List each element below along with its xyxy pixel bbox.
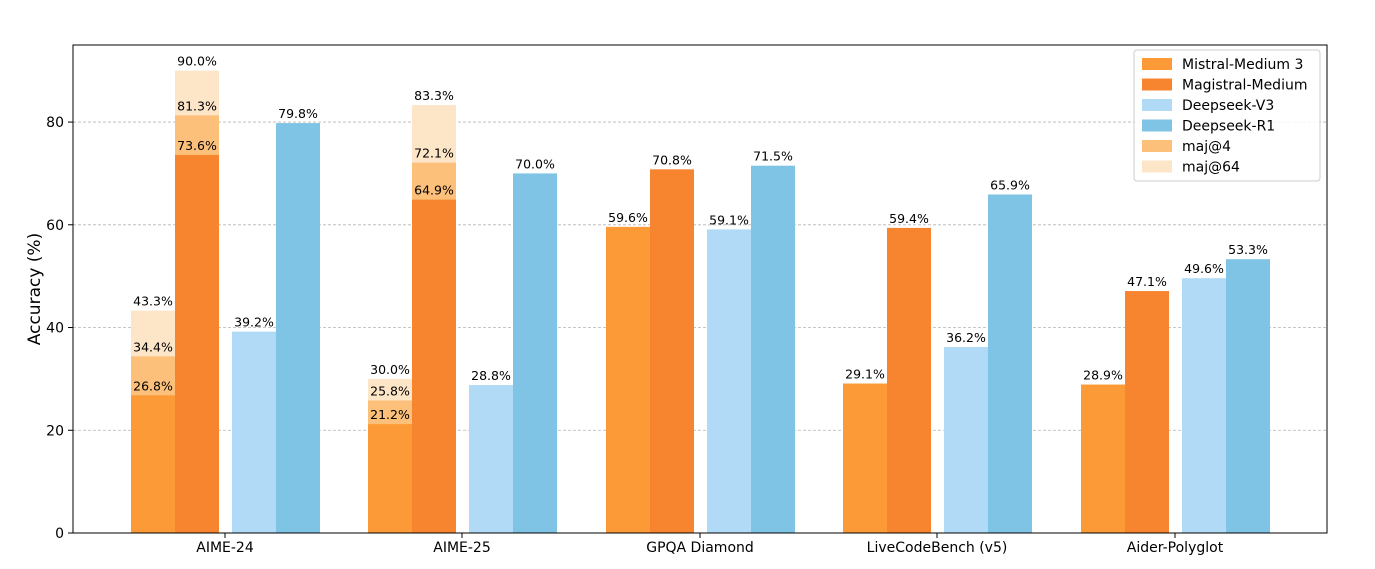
data-label: 29.1%	[845, 367, 885, 382]
axes: 0 20 40 60 80 AIME-24 AIME-25 GPQA Diamond LiveC…	[46, 115, 1224, 556]
bar	[368, 424, 412, 533]
bar	[513, 173, 557, 533]
y-tick-label: 80	[46, 115, 64, 131]
data-label: 53.3%	[1228, 242, 1268, 257]
data-label: 49.6%	[1184, 261, 1224, 276]
legend-swatch	[1142, 78, 1172, 91]
bar	[1182, 278, 1226, 533]
bar	[412, 199, 456, 533]
bar	[707, 229, 751, 533]
y-tick-label: 40	[46, 321, 64, 337]
legend-swatch	[1142, 119, 1172, 132]
legend-label: Mistral-Medium 3	[1182, 57, 1303, 73]
data-label: 47.1%	[1127, 274, 1167, 289]
legend-label: maj@4	[1182, 139, 1231, 155]
data-label: 83.3%	[414, 88, 454, 103]
bar	[650, 169, 694, 533]
bar	[276, 123, 320, 533]
data-label: 64.9%	[414, 183, 454, 198]
bar	[469, 385, 513, 533]
legend-label: maj@64	[1182, 160, 1240, 176]
bar	[1226, 259, 1270, 533]
data-label: 21.2%	[370, 407, 410, 422]
legend-label: Magistral-Medium	[1182, 78, 1307, 94]
data-label: 65.9%	[990, 177, 1030, 192]
y-tick-label: 60	[46, 218, 64, 234]
x-tick-label: Aider-Polyglot	[1127, 540, 1224, 556]
bar	[887, 227, 931, 533]
bar	[175, 154, 219, 534]
data-label: 28.9%	[1083, 368, 1123, 383]
y-tick-label: 20	[46, 423, 64, 439]
data-label: 72.1%	[414, 146, 454, 161]
data-label: 59.1%	[709, 212, 749, 227]
y-tick-label: 0	[55, 526, 64, 542]
data-label: 28.8%	[471, 368, 511, 383]
data-label: 34.4%	[133, 339, 173, 354]
bar	[606, 226, 650, 533]
data-label: 90.0%	[177, 54, 217, 69]
data-label: 81.3%	[177, 98, 217, 113]
data-label: 71.5%	[753, 149, 793, 164]
data-label: 59.6%	[608, 210, 648, 225]
data-label: 25.8%	[370, 383, 410, 398]
bar	[988, 194, 1032, 533]
data-label: 30.0%	[370, 362, 410, 377]
data-label: 59.4%	[889, 211, 929, 226]
data-label: 73.6%	[177, 138, 217, 153]
legend-swatch	[1142, 140, 1172, 152]
legend-swatch	[1142, 58, 1172, 70]
data-label: 70.0%	[515, 156, 555, 171]
bars	[131, 70, 1270, 534]
x-tick-label: AIME-24	[196, 540, 254, 556]
data-label: 43.3%	[133, 294, 173, 309]
bar	[751, 165, 795, 533]
data-label: 39.2%	[234, 315, 274, 330]
legend-swatch	[1142, 160, 1172, 173]
legend-label: Deepseek-R1	[1182, 119, 1275, 135]
y-axis-label: Accuracy (%)	[25, 233, 45, 345]
x-tick-label: AIME-25	[433, 540, 491, 556]
legend-label: Deepseek-V3	[1182, 98, 1274, 114]
bar	[1081, 384, 1125, 533]
data-label: 26.8%	[133, 378, 173, 393]
bar	[131, 395, 175, 533]
data-label: 36.2%	[946, 330, 986, 345]
legend-box	[1133, 49, 1321, 182]
bar	[1125, 291, 1169, 533]
bar	[232, 331, 276, 533]
x-tick-label: GPQA Diamond	[646, 540, 754, 556]
data-labels: 26.8% 21.2% 59.6% 29.1% 28.9% 73.6% 64.9% 70.8%…	[133, 54, 1268, 422]
x-tick-label: LiveCodeBench (v5)	[867, 540, 1008, 556]
bar	[944, 347, 988, 533]
data-label: 70.8%	[652, 152, 692, 167]
legend: Mistral-Medium 3 Magistral-Medium Deepseek…	[1133, 49, 1321, 182]
legend-swatch	[1142, 99, 1172, 111]
bar	[843, 383, 887, 533]
data-label: 79.8%	[278, 106, 318, 121]
